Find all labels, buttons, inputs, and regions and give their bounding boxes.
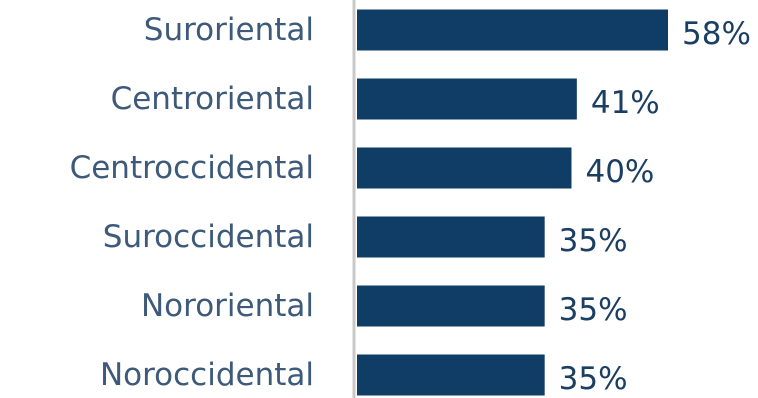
category-label: Centroccidental	[70, 150, 314, 186]
bars-layer: Suroriental 58% Centroriental 41% Centroccid…	[70, 9, 751, 397]
category-label: Noroccidental	[100, 357, 314, 393]
value-label: 35%	[559, 223, 628, 259]
bar	[357, 78, 577, 120]
bar	[357, 285, 545, 327]
value-label: 40%	[585, 154, 654, 190]
bar	[357, 354, 545, 396]
category-label: Suroriental	[144, 12, 314, 48]
bar	[357, 147, 572, 189]
category-label: Suroccidental	[103, 219, 314, 255]
category-label: Nororiental	[141, 288, 314, 324]
category-label: Centroriental	[111, 81, 314, 117]
value-label: 58%	[682, 16, 751, 52]
value-label: 35%	[559, 361, 628, 397]
value-label: 35%	[559, 292, 628, 328]
bar	[357, 216, 545, 258]
bar	[357, 9, 668, 51]
value-label: 41%	[591, 85, 660, 121]
